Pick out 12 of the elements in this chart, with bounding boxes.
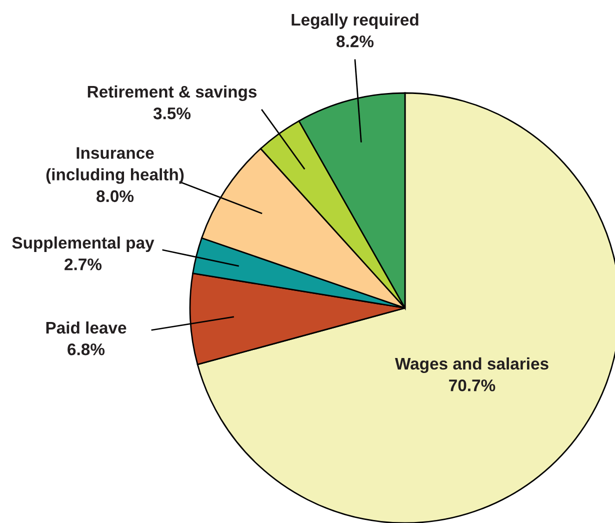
slice-label: Wages and salaries (394, 357, 548, 374)
legend-label: Paid leave (46, 321, 126, 334)
slice-label: Legally required (292, 13, 418, 30)
slice-label: Retirement & savings (88, 85, 257, 102)
data-label: 8.0% (96, 190, 134, 202)
slice-label: Supplemental pay (12, 236, 154, 252)
data-label: 8.2% (336, 35, 374, 48)
data-label: 6.8% (68, 343, 105, 356)
data-label: 3.5% (153, 107, 191, 120)
data-label: 70.7% (449, 379, 496, 392)
data-label: 2.7% (64, 258, 102, 270)
slice-label: Insurance (including health) (46, 147, 184, 184)
